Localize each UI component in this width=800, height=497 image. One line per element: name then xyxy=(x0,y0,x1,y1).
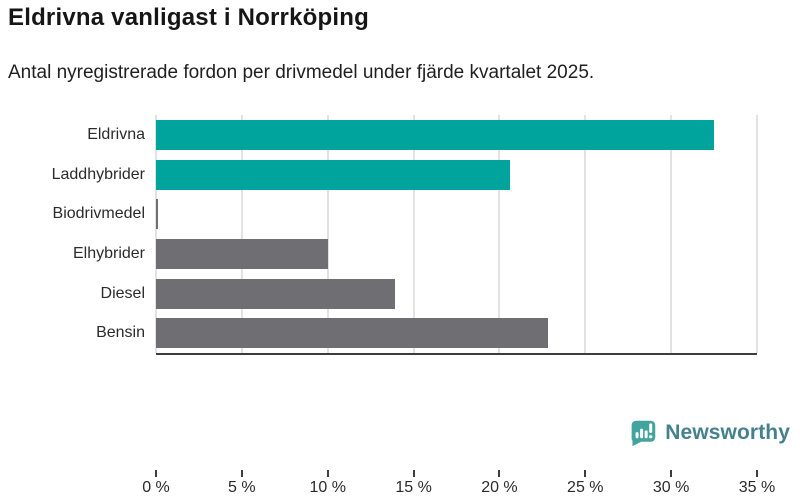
x-tick-mark xyxy=(584,470,587,477)
x-tick-mark xyxy=(326,470,329,477)
chart-row-elhybrider: Elhybrider xyxy=(73,234,757,274)
category-label-diesel: Diesel xyxy=(100,284,145,302)
x-tick-label: 30 % xyxy=(652,479,690,496)
x-tick-mark xyxy=(756,470,758,477)
chart-row-bensin: Bensin xyxy=(96,313,757,353)
chart-row-diesel: Diesel xyxy=(101,274,757,314)
x-tick-label: 35 % xyxy=(738,479,776,496)
chart-row-eldrivna: Eldrivna xyxy=(87,115,757,155)
x-tick-mark xyxy=(498,470,501,477)
category-label-eldrivna: Eldrivna xyxy=(87,125,145,143)
bar-bensin xyxy=(156,318,548,349)
chart-subtitle: Antal nyregistrerade fordon per drivmede… xyxy=(8,62,595,83)
x-tick-mark xyxy=(240,470,243,477)
x-tick-label: 20 % xyxy=(481,479,518,496)
x-tick-label: 25 % xyxy=(567,479,604,496)
bar-chart-plot-area: Eldrivna Laddhybrider Biodrivmedel Elhybrid… xyxy=(52,115,775,496)
category-label-biodrivmedel: Biodrivmedel xyxy=(52,205,145,223)
category-label-bensin: Bensin xyxy=(96,324,145,342)
x-tick-label: 0 % xyxy=(142,479,170,496)
chart-row-biodrivmedel: Biodrivmedel xyxy=(53,194,757,234)
gridline-5 xyxy=(240,115,243,353)
gridline-35 xyxy=(756,115,758,353)
bar-laddhybrider xyxy=(156,159,510,190)
gridline-25 xyxy=(584,115,587,353)
gridline-20 xyxy=(498,115,501,353)
chart-title: Eldrivna vanligast i Norrköping xyxy=(8,4,369,31)
x-tick-label: 10 % xyxy=(309,479,346,496)
gridline-30 xyxy=(670,115,673,353)
category-label-elhybrider: Elhybrider xyxy=(72,244,145,262)
x-tick-mark xyxy=(412,470,415,477)
x-tick-mark xyxy=(155,470,157,477)
bar-biodrivmedel xyxy=(156,199,158,230)
newsworthy-logo: Newsworthy xyxy=(629,419,790,447)
chart-row-laddhybrider: Laddhybrider xyxy=(52,155,757,195)
chart-card: Eldrivna vanligast i Norrköping Antal ny… xyxy=(8,4,790,496)
x-tick-mark xyxy=(670,470,673,477)
x-tick-label: 15 % xyxy=(395,479,432,496)
gridline-0 xyxy=(155,115,157,353)
bar-rows-layer: Eldrivna Laddhybrider Biodrivmedel Elhybrid… xyxy=(52,115,757,353)
gridline-10 xyxy=(326,115,329,353)
category-label-laddhybrider: Laddhybrider xyxy=(51,165,145,183)
x-tick-label: 5 % xyxy=(228,479,256,496)
bar-eldrivna xyxy=(156,119,715,150)
newsworthy-wordmark: Newsworthy xyxy=(665,421,790,444)
gridline-15 xyxy=(412,115,415,353)
bar-elhybrider xyxy=(156,238,328,269)
newsworthy-speech-bubble-chart-icon xyxy=(631,420,656,447)
bar-diesel xyxy=(156,278,395,309)
